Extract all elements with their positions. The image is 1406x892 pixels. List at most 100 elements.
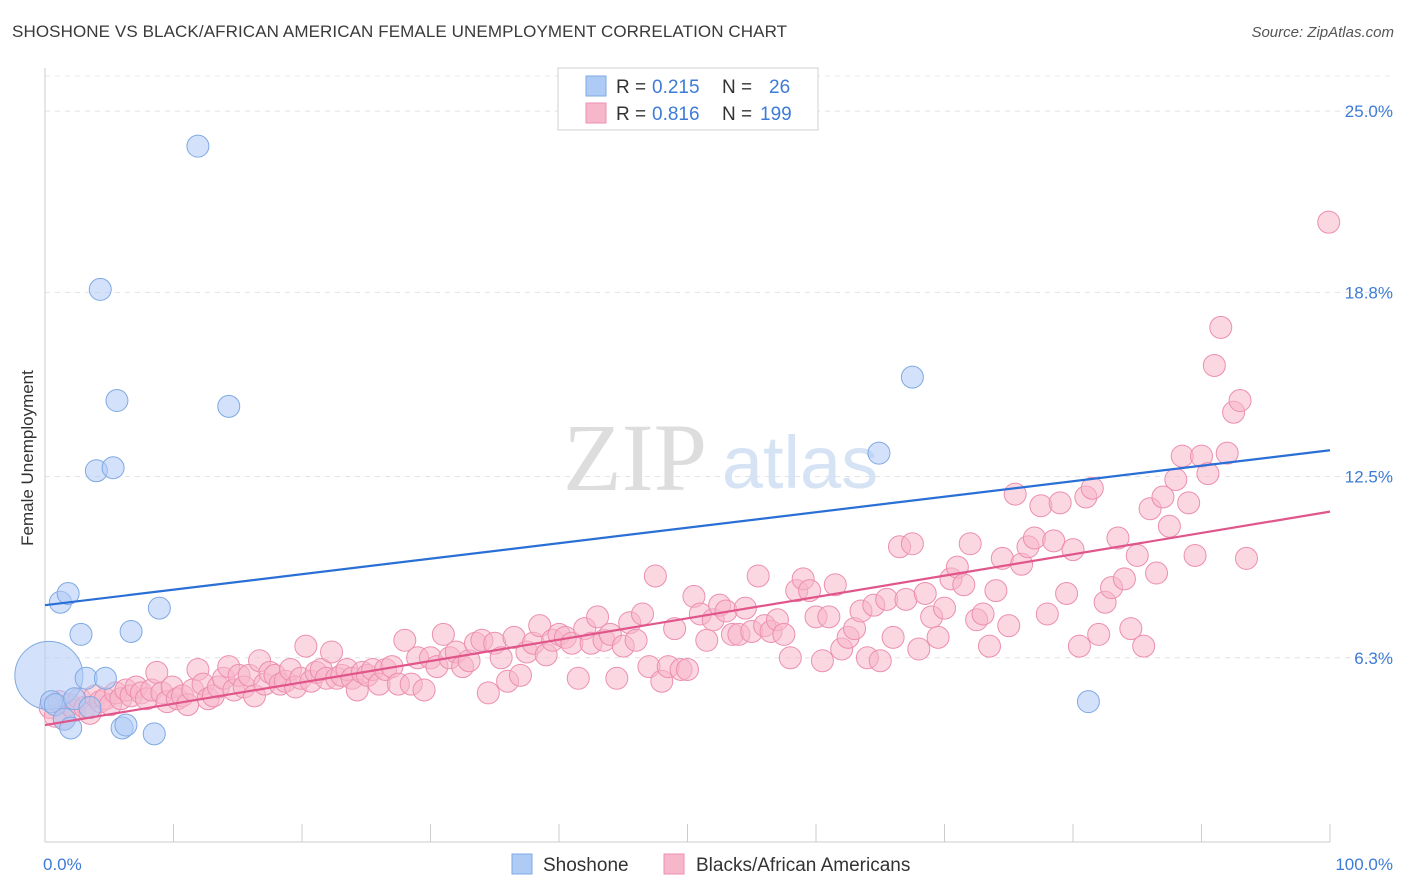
blacks-point bbox=[1125, 543, 1149, 567]
blacks-point bbox=[1022, 526, 1046, 550]
blacks-point bbox=[1035, 602, 1059, 626]
blacks-point bbox=[1157, 514, 1181, 538]
source-label: Source: ZipAtlas.com bbox=[1251, 24, 1394, 41]
watermark-atlas: atlas bbox=[722, 421, 878, 504]
legend-swatch-shoshone bbox=[585, 75, 607, 97]
shoshone-point bbox=[119, 619, 143, 643]
y-tick-label: 25.0% bbox=[1345, 102, 1393, 121]
blacks-point bbox=[695, 628, 719, 652]
shoshone-point bbox=[56, 581, 80, 605]
trend-lines bbox=[44, 449, 1331, 727]
blacks-point bbox=[1183, 543, 1207, 567]
blacks-point bbox=[1080, 476, 1104, 500]
blacks-point bbox=[508, 663, 532, 687]
legend-n-value: 26 bbox=[769, 77, 790, 98]
chart-title: SHOSHONE VS BLACK/AFRICAN AMERICAN FEMAL… bbox=[12, 22, 788, 41]
blacks-point bbox=[1151, 485, 1175, 509]
legend-r-value: 0.816 bbox=[652, 104, 700, 125]
blacks-point bbox=[393, 628, 417, 652]
blacks-point bbox=[586, 605, 610, 629]
blacks-point bbox=[997, 614, 1021, 638]
blacks-point bbox=[605, 666, 629, 690]
shoshone-point bbox=[867, 441, 891, 465]
legend-swatch-blacks bbox=[585, 102, 607, 124]
blacks-point bbox=[1055, 581, 1079, 605]
blacks-point bbox=[1048, 491, 1072, 515]
blacks-point bbox=[1067, 634, 1091, 658]
bottom-legend-swatch-blacks bbox=[663, 853, 685, 875]
blacks-point bbox=[894, 587, 918, 611]
shoshone-point bbox=[1076, 690, 1100, 714]
blacks-point bbox=[412, 678, 436, 702]
blacks-point bbox=[823, 573, 847, 597]
legend-box: R = 0.215 N = 26 R = 0.816 N = 199 bbox=[557, 67, 819, 131]
bottom-legend-label-shoshone: Shoshone bbox=[543, 855, 629, 876]
blacks-point bbox=[1164, 467, 1188, 491]
x-tick-label: 100.0% bbox=[1335, 855, 1393, 874]
blacks-point bbox=[1234, 546, 1258, 570]
y-tick-labels: 6.3% 12.5% 18.8% 25.0% bbox=[1345, 102, 1393, 668]
y-tick-label: 6.3% bbox=[1354, 649, 1393, 668]
shoshone-point bbox=[88, 277, 112, 301]
legend-n-label: N = bbox=[722, 77, 752, 98]
blacks-point bbox=[1202, 353, 1226, 377]
legend-n-label: N = bbox=[722, 104, 752, 125]
blacks-point bbox=[1209, 315, 1233, 339]
blacks-point bbox=[1196, 462, 1220, 486]
shoshone-point bbox=[217, 394, 241, 418]
blacks-point bbox=[676, 658, 699, 682]
blacks-point bbox=[663, 617, 687, 641]
blacks-point bbox=[1087, 622, 1111, 646]
blacks-point bbox=[1029, 494, 1053, 518]
blacks-point bbox=[624, 628, 648, 652]
blacks-point bbox=[875, 587, 899, 611]
blacks-point bbox=[476, 681, 500, 705]
blacks-point bbox=[566, 666, 590, 690]
shoshone-point bbox=[147, 596, 171, 620]
blacks-point bbox=[913, 581, 937, 605]
blacks-point bbox=[1112, 567, 1136, 591]
blacks-point bbox=[933, 596, 956, 620]
bottom-legend-swatch-shoshone bbox=[511, 853, 533, 875]
shoshone-point bbox=[69, 622, 93, 646]
blacks-point bbox=[984, 579, 1008, 603]
watermark-zip: ZIP bbox=[563, 404, 707, 511]
shoshone-point bbox=[74, 666, 98, 690]
legend-n-value: 199 bbox=[760, 104, 792, 125]
x-tick-labels: 0.0% 100.0% bbox=[43, 855, 1393, 874]
blacks-point bbox=[431, 622, 455, 646]
blacks-point bbox=[778, 646, 802, 670]
blacks-point bbox=[810, 649, 834, 673]
watermark: ZIP atlas bbox=[563, 404, 878, 511]
blacks-trend-line bbox=[44, 510, 1331, 727]
blacks-point bbox=[977, 634, 1001, 658]
blacks-point bbox=[1177, 491, 1201, 515]
blacks-point bbox=[958, 532, 982, 556]
blacks-point bbox=[1145, 561, 1169, 585]
legend-r-label: R = bbox=[616, 77, 646, 98]
shoshone-trend-line bbox=[44, 449, 1331, 607]
blacks-point bbox=[907, 637, 931, 661]
blacks-point bbox=[1215, 441, 1239, 465]
blacks-point bbox=[643, 564, 667, 588]
y-tick-label: 18.8% bbox=[1345, 283, 1393, 302]
blacks-point bbox=[746, 564, 770, 588]
y-axis-label: Female Unemployment bbox=[18, 370, 37, 546]
shoshone-point bbox=[142, 722, 166, 746]
x-tick-label: 0.0% bbox=[43, 855, 82, 874]
blacks-point bbox=[900, 532, 924, 556]
blacks-point bbox=[1317, 210, 1341, 234]
blacks-point bbox=[881, 625, 905, 649]
bottom-legend: Shoshone Blacks/African Americans bbox=[511, 853, 910, 876]
gridlines bbox=[45, 75, 1395, 659]
blacks-point bbox=[1061, 538, 1085, 562]
blacks-point bbox=[1042, 529, 1066, 553]
blacks-point bbox=[1132, 634, 1156, 658]
shoshone-point bbox=[186, 134, 210, 158]
shoshone-point bbox=[93, 666, 117, 690]
blacks-point bbox=[952, 573, 976, 597]
shoshone-point bbox=[900, 365, 924, 389]
blacks-point bbox=[631, 602, 655, 626]
y-tick-label: 12.5% bbox=[1345, 468, 1393, 487]
